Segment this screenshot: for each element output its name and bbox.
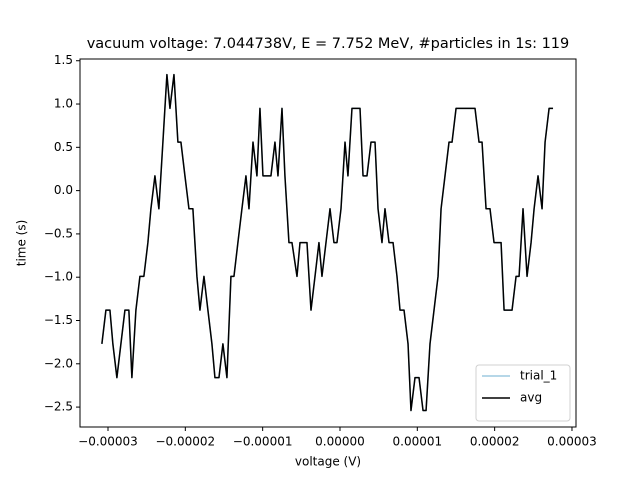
x-axis-label: voltage (V) <box>295 455 361 469</box>
y-tick-label: −1.0 <box>44 270 73 284</box>
legend-label: trial_1 <box>520 369 557 383</box>
x-tick-label: −0.00002 <box>155 435 215 449</box>
x-tick-label: 0.00000 <box>315 435 365 449</box>
x-tick-label: 0.00003 <box>547 435 597 449</box>
x-tick-label: −0.00001 <box>233 435 293 449</box>
legend-label: avg <box>520 391 542 405</box>
line-series <box>101 73 554 412</box>
x-tick-label: −0.00003 <box>78 435 138 449</box>
x-tick-label: 0.00002 <box>470 435 520 449</box>
axes-frame <box>79 58 577 428</box>
y-tick-label: 0.5 <box>54 140 73 154</box>
chart-title: vacuum voltage: 7.044738V, E = 7.752 MeV… <box>87 36 570 52</box>
y-tick-label: −2.0 <box>44 356 73 370</box>
y-tick-label: −1.5 <box>44 313 73 327</box>
y-tick-label: 1.5 <box>54 53 73 67</box>
y-axis-label: time (s) <box>15 220 29 267</box>
y-tick-label: −2.5 <box>44 400 73 414</box>
y-tick-label: −0.5 <box>44 226 73 240</box>
y-tick-label: 1.0 <box>54 97 73 111</box>
legend-box <box>475 364 571 422</box>
x-tick-label: 0.00001 <box>393 435 443 449</box>
y-tick-label: 0.0 <box>54 183 73 197</box>
